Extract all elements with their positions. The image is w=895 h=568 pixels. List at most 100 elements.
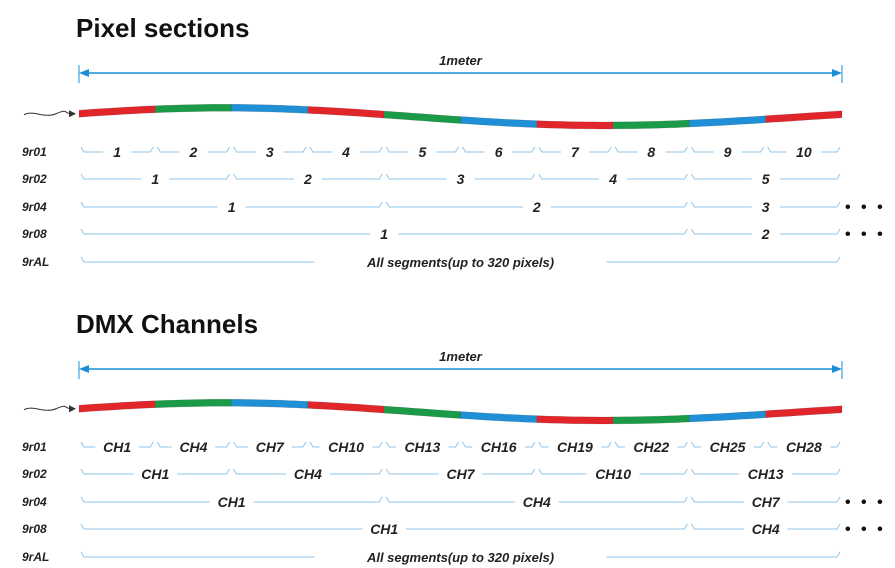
strip-segment (689, 410, 766, 423)
segment-label: CH7 (256, 439, 285, 455)
segment-label: 6 (495, 144, 503, 160)
strip-segment (307, 401, 385, 414)
bracket-line (80, 228, 688, 235)
bracket-line (385, 146, 459, 153)
strip-segment (231, 399, 309, 409)
segment-label: 5 (418, 144, 426, 160)
segment-label: 3 (266, 144, 274, 160)
segment-label: 1 (380, 226, 388, 242)
bracket-line (80, 523, 688, 530)
section-title: Pixel sections (76, 13, 249, 43)
bracket-line (233, 173, 383, 180)
strip-segment (460, 411, 537, 423)
bracket-line (80, 201, 383, 208)
segment-label: CH28 (786, 439, 822, 455)
bracket-line (614, 146, 688, 153)
segment-label: 2 (761, 226, 770, 242)
continuation-dots: • • • (845, 226, 886, 243)
dimension-arrow-left-icon (79, 365, 89, 373)
segment-label: 4 (341, 144, 350, 160)
segment-label: CH10 (328, 439, 364, 455)
row-label: 9rAL (22, 550, 49, 564)
strip-segment (307, 106, 385, 119)
bracket-line (80, 173, 231, 180)
feed-wire (23, 110, 71, 116)
section-pixel: Pixel sections 1meter 9r01 1 2 3 4 5 6 7 8 9 10 9r02 1… (22, 13, 886, 270)
segment-label: 1 (151, 171, 159, 187)
segment-label: CH13 (748, 466, 784, 482)
segment-label: CH1 (218, 494, 246, 510)
segment-label: 4 (608, 171, 617, 187)
strip-segment (460, 116, 537, 128)
segment-label: 1 (113, 144, 121, 160)
bracket-line (385, 496, 688, 503)
strip-segment (155, 399, 232, 408)
row-label: 9r04 (22, 200, 47, 214)
bracket-line (156, 146, 231, 153)
bracket-line (690, 228, 841, 235)
row-label: 9r04 (22, 495, 47, 509)
segment-label: CH4 (179, 439, 207, 455)
segment-label: CH25 (710, 439, 746, 455)
strip-segment (612, 414, 690, 425)
segment-label: CH1 (370, 521, 398, 537)
bracket-line (462, 146, 536, 153)
bracket-line (538, 173, 688, 180)
bracket-line (767, 146, 841, 153)
segment-label: CH16 (481, 439, 517, 455)
bracket-line (462, 441, 536, 448)
length-label: 1meter (439, 53, 483, 68)
strip-segment (765, 405, 843, 418)
bracket-line (80, 441, 154, 448)
segment-label: 2 (303, 171, 312, 187)
segment-label: 5 (762, 171, 770, 187)
bracket-line (538, 468, 688, 475)
segment-label: CH13 (404, 439, 440, 455)
strip-segment (536, 415, 614, 425)
bracket-line (80, 468, 231, 475)
segment-label: 9 (724, 144, 732, 160)
strip-segment (155, 104, 232, 113)
segment-label: CH22 (633, 439, 669, 455)
segment-label: 3 (457, 171, 465, 187)
bracket-line (538, 146, 612, 153)
segment-label: 3 (762, 199, 770, 215)
dimension-arrow-right-icon (832, 69, 842, 77)
strip-segment (231, 104, 309, 114)
bracket-line (233, 468, 383, 475)
bracket-line (690, 201, 841, 208)
continuation-dots: • • • (845, 494, 886, 511)
strip-segment (78, 105, 156, 118)
row-label: 9rAL (22, 255, 49, 269)
bracket-line (309, 146, 383, 153)
row-label: 9r01 (22, 440, 47, 454)
row-label: 9r02 (22, 467, 47, 481)
segment-label: CH4 (294, 466, 322, 482)
bracket-line (233, 441, 307, 448)
strip-segment (384, 110, 461, 124)
dimension-arrow-left-icon (79, 69, 89, 77)
segment-label: CH4 (752, 521, 780, 537)
segment-label: 8 (647, 144, 655, 160)
bracket-line (690, 496, 841, 503)
segment-label: CH4 (523, 494, 551, 510)
feed-arrow-icon (69, 405, 76, 413)
segment-label: CH1 (141, 466, 169, 482)
section-title: DMX Channels (76, 309, 258, 339)
row-label: 9r02 (22, 172, 47, 186)
dimension-arrow-right-icon (832, 365, 842, 373)
bracket-line (538, 441, 612, 448)
bracket-line (385, 468, 536, 475)
strip-segment (689, 115, 766, 128)
length-label: 1meter (439, 349, 483, 364)
segment-label: 7 (571, 144, 580, 160)
row-label: 9r08 (22, 227, 47, 241)
row-label: 9r08 (22, 522, 47, 536)
strip-segment (612, 119, 690, 130)
bracket-line (690, 173, 841, 180)
continuation-dots: • • • (845, 521, 886, 538)
bracket-line (690, 146, 765, 153)
segment-label: 2 (532, 199, 541, 215)
bracket-line (690, 523, 841, 530)
